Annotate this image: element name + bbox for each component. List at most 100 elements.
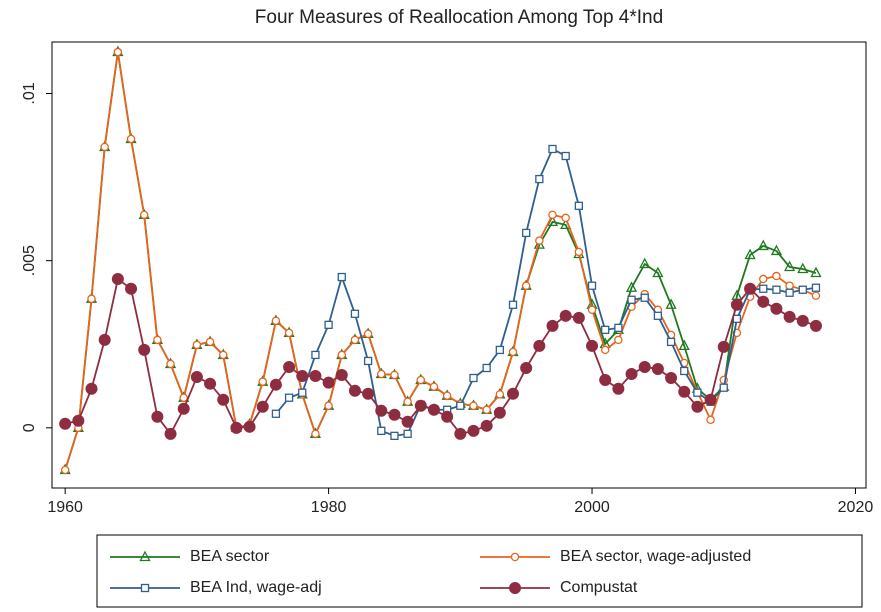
marker — [441, 410, 454, 423]
marker — [706, 415, 715, 425]
marker — [678, 339, 690, 351]
marker — [797, 262, 809, 274]
marker — [587, 305, 597, 315]
marker — [166, 359, 175, 369]
marker — [350, 309, 360, 318]
marker — [574, 201, 584, 210]
marker — [429, 382, 439, 391]
x-tick-label: 1960 — [47, 499, 83, 516]
legend-label: BEA sector, wage-adjusted — [560, 548, 751, 565]
marker — [271, 316, 281, 326]
marker — [587, 281, 597, 290]
marker — [416, 375, 426, 385]
marker — [179, 393, 188, 402]
marker — [561, 213, 570, 223]
marker — [627, 295, 636, 304]
marker — [796, 314, 809, 327]
marker — [559, 309, 572, 322]
marker — [126, 134, 136, 144]
marker — [311, 350, 320, 360]
marker — [87, 294, 96, 304]
marker — [324, 401, 333, 411]
marker — [100, 142, 109, 152]
marker — [269, 378, 282, 391]
legend-label: Compustat — [560, 579, 638, 596]
marker — [111, 273, 124, 286]
marker — [600, 345, 610, 355]
marker — [653, 311, 663, 320]
marker — [520, 361, 533, 374]
marker — [363, 356, 373, 366]
marker — [337, 350, 347, 360]
series-line — [64, 277, 817, 436]
marker — [572, 311, 585, 324]
marker — [60, 465, 70, 475]
marker — [218, 350, 228, 360]
marker — [601, 325, 610, 335]
marker — [72, 414, 85, 427]
marker — [230, 421, 243, 434]
legend-marker — [139, 550, 151, 562]
marker — [535, 174, 544, 184]
marker — [85, 382, 98, 395]
marker — [177, 402, 190, 415]
marker — [638, 360, 651, 373]
legend-label: BEA sector — [190, 548, 270, 565]
series-line — [275, 147, 817, 437]
marker — [190, 371, 203, 384]
x-tick-label: 2020 — [838, 499, 874, 516]
marker — [151, 410, 164, 423]
marker — [204, 377, 217, 390]
marker — [798, 285, 807, 294]
marker — [732, 314, 742, 323]
marker — [192, 340, 202, 350]
marker — [535, 236, 544, 245]
marker — [322, 376, 335, 389]
marker — [680, 366, 689, 376]
marker — [256, 400, 269, 413]
marker — [139, 210, 149, 220]
marker — [665, 298, 677, 309]
marker — [388, 408, 401, 421]
marker — [493, 406, 506, 419]
marker — [390, 370, 399, 380]
marker — [271, 409, 281, 418]
marker — [666, 337, 676, 347]
marker — [744, 282, 757, 295]
y-tick-label: 0 — [21, 423, 38, 432]
marker — [454, 427, 467, 440]
marker — [508, 300, 518, 309]
marker — [693, 388, 702, 397]
plot-frame — [51, 41, 867, 489]
marker — [770, 244, 783, 256]
marker — [469, 373, 478, 383]
marker — [548, 210, 557, 220]
marker — [164, 427, 177, 440]
marker — [153, 335, 162, 345]
marker — [586, 339, 599, 352]
marker — [507, 387, 520, 400]
marker — [427, 403, 440, 416]
marker — [284, 328, 294, 338]
marker — [719, 383, 728, 392]
marker — [730, 298, 743, 311]
x-tick-label: 2000 — [574, 499, 610, 516]
marker — [810, 266, 822, 278]
marker — [403, 429, 412, 438]
x-tick-label: 1980 — [311, 499, 347, 516]
marker — [639, 257, 651, 269]
marker — [625, 281, 638, 292]
marker — [337, 272, 346, 282]
series-line — [64, 51, 817, 471]
marker — [495, 345, 504, 355]
marker — [414, 399, 427, 412]
marker — [377, 369, 386, 379]
marker — [283, 360, 296, 373]
marker — [783, 310, 796, 323]
marker — [348, 384, 361, 397]
marker — [456, 401, 465, 410]
marker — [296, 369, 309, 382]
marker — [717, 340, 730, 353]
marker — [599, 374, 612, 387]
